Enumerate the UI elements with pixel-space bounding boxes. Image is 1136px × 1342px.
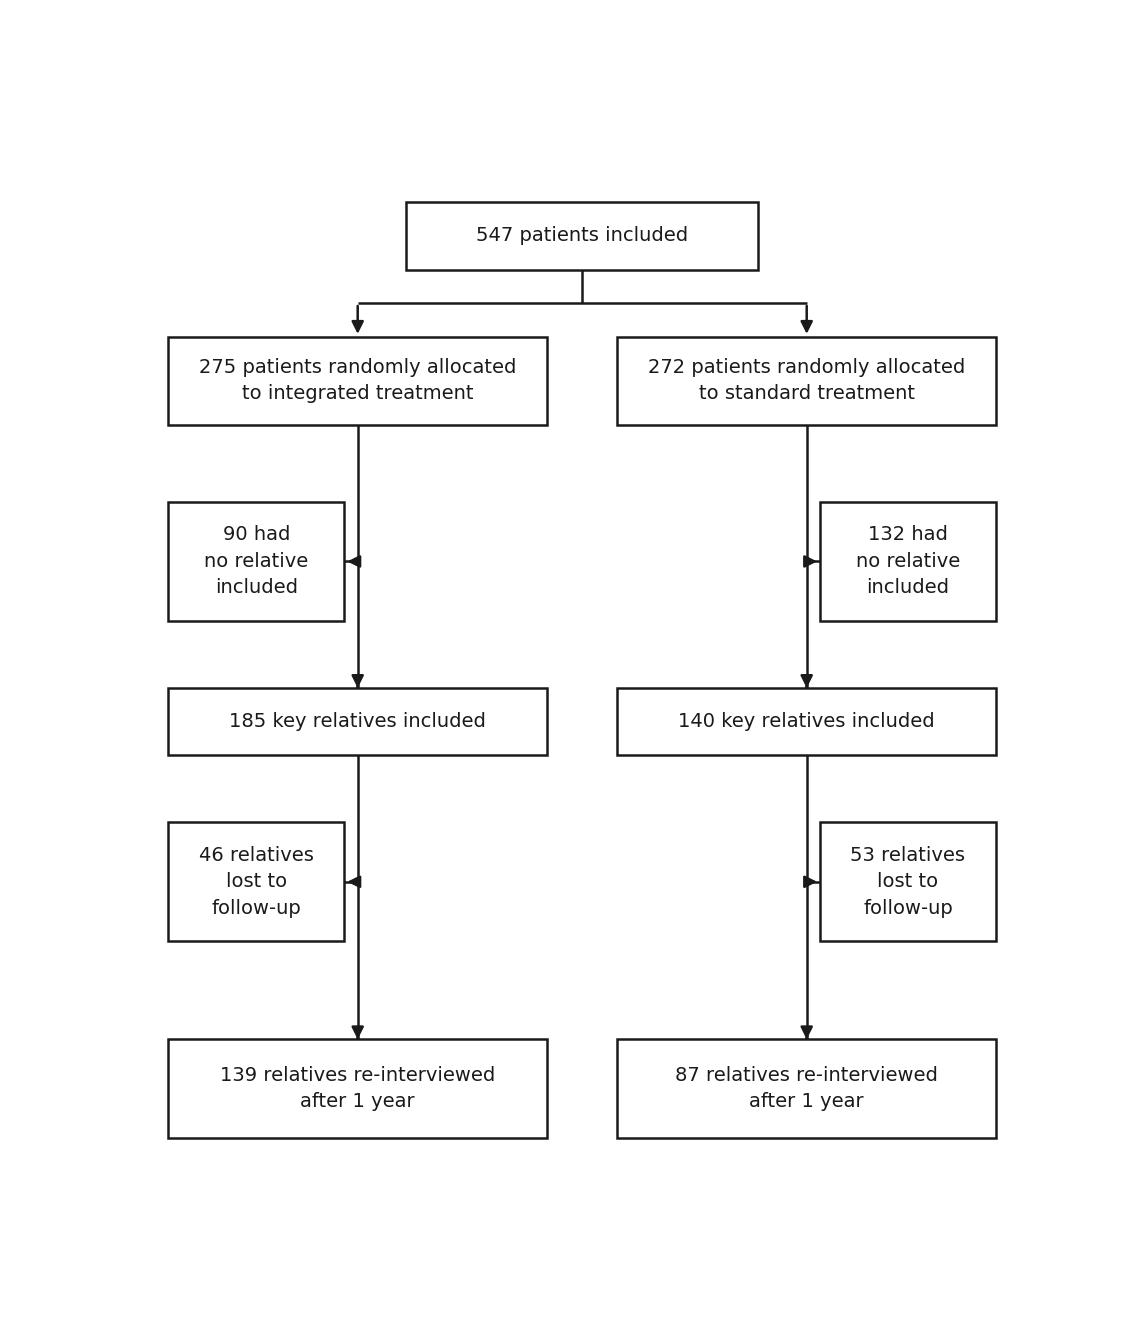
FancyBboxPatch shape <box>618 337 996 424</box>
FancyBboxPatch shape <box>168 823 344 941</box>
Text: 275 patients randomly allocated
to integrated treatment: 275 patients randomly allocated to integ… <box>199 358 517 404</box>
Text: 547 patients included: 547 patients included <box>476 227 688 246</box>
FancyBboxPatch shape <box>168 688 546 756</box>
Text: 90 had
no relative
included: 90 had no relative included <box>204 526 309 597</box>
Text: 132 had
no relative
included: 132 had no relative included <box>855 526 960 597</box>
Text: 272 patients randomly allocated
to standard treatment: 272 patients randomly allocated to stand… <box>648 358 966 404</box>
FancyBboxPatch shape <box>407 203 759 270</box>
Text: 53 relatives
lost to
follow-up: 53 relatives lost to follow-up <box>851 845 966 918</box>
Text: 46 relatives
lost to
follow-up: 46 relatives lost to follow-up <box>199 845 314 918</box>
Text: 185 key relatives included: 185 key relatives included <box>229 713 486 731</box>
FancyBboxPatch shape <box>618 1039 996 1138</box>
FancyBboxPatch shape <box>820 823 996 941</box>
FancyBboxPatch shape <box>168 1039 546 1138</box>
Text: 87 relatives re-interviewed
after 1 year: 87 relatives re-interviewed after 1 year <box>675 1066 938 1111</box>
Text: 140 key relatives included: 140 key relatives included <box>678 713 935 731</box>
FancyBboxPatch shape <box>168 502 344 621</box>
FancyBboxPatch shape <box>168 337 546 424</box>
FancyBboxPatch shape <box>618 688 996 756</box>
Text: 139 relatives re-interviewed
after 1 year: 139 relatives re-interviewed after 1 yea… <box>220 1066 495 1111</box>
FancyBboxPatch shape <box>820 502 996 621</box>
